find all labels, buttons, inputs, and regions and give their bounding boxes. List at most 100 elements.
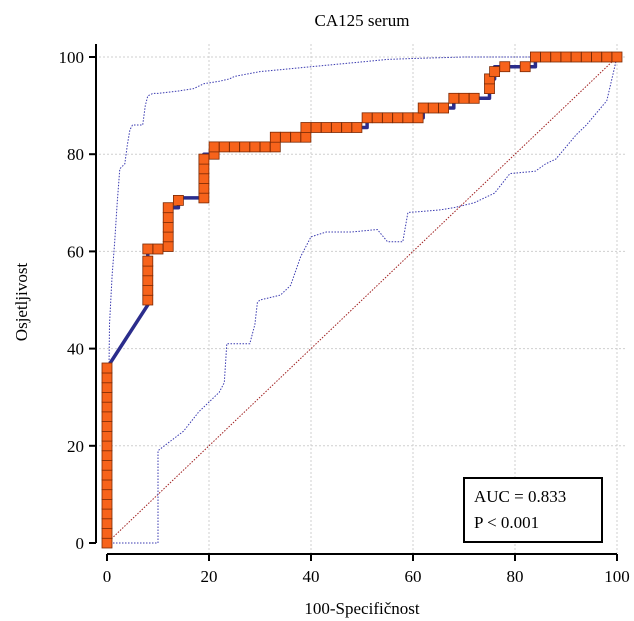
roc-point-marker — [162, 202, 174, 214]
roc-point-marker — [392, 112, 404, 124]
roc-point-marker — [484, 83, 495, 94]
roc-point-marker — [229, 141, 240, 153]
roc-point-marker — [152, 243, 164, 255]
roc-point-marker — [162, 241, 174, 252]
roc-point-marker — [142, 265, 154, 277]
y-tick-label: 60 — [67, 242, 84, 261]
roc-point-marker — [341, 122, 353, 133]
roc-point-marker — [198, 163, 210, 175]
roc-point-marker — [101, 479, 113, 491]
x-tick-label: 0 — [103, 567, 112, 586]
y-tick-label: 0 — [76, 534, 85, 553]
roc-point-marker — [371, 112, 383, 124]
roc-point-marker — [162, 231, 174, 243]
ci-lower-line — [107, 56, 618, 544]
roc-point-marker — [101, 372, 113, 384]
roc-point-marker — [198, 153, 210, 165]
roc-point-marker — [101, 401, 113, 413]
x-tick-label: 40 — [303, 567, 320, 586]
x-tick-label: 100 — [604, 567, 630, 586]
roc-point-marker — [280, 131, 291, 143]
roc-point-marker — [142, 294, 154, 306]
roc-point-marker — [361, 112, 373, 124]
ci-upper-line — [106, 56, 617, 544]
roc-point-marker — [101, 498, 113, 510]
roc-point-marker — [101, 391, 113, 403]
axes: 0 20 40 60 80 100 0 20 40 60 80 100 — [59, 44, 630, 586]
roc-point-marker — [269, 131, 281, 143]
roc-point-marker — [101, 430, 113, 442]
roc-point-marker — [162, 221, 174, 233]
roc-point-marker — [208, 141, 220, 153]
plot-area — [101, 51, 623, 549]
roc-point-marker — [101, 382, 113, 393]
roc-point-marker — [581, 51, 592, 63]
grid — [95, 44, 625, 553]
roc-point-marker — [142, 255, 154, 267]
x-tick-label: 20 — [201, 567, 218, 586]
roc-point-marker — [530, 51, 541, 63]
roc-point-marker — [101, 488, 113, 500]
roc-point-marker — [198, 182, 210, 194]
roc-point-marker — [382, 112, 393, 124]
roc-point-marker — [458, 92, 470, 104]
y-tick-label: 100 — [59, 48, 85, 67]
roc-point-marker — [142, 284, 154, 296]
p-value-label: P < 0.001 — [474, 513, 539, 532]
roc-point-marker — [142, 275, 154, 287]
roc-point-marker — [448, 92, 460, 104]
roc-point-marker — [331, 122, 342, 133]
roc-point-marker — [249, 141, 261, 153]
roc-point-marker — [101, 527, 113, 539]
roc-point-marker — [310, 122, 322, 133]
y-tick-label: 40 — [67, 340, 84, 359]
chart-title: CA125 serum — [315, 11, 410, 30]
roc-point-marker — [591, 51, 602, 63]
roc-point-marker — [540, 51, 551, 63]
roc-point-marker — [519, 61, 531, 73]
roc-point-marker — [438, 102, 450, 114]
roc-point-marker — [101, 362, 113, 374]
roc-point-marker — [101, 420, 113, 432]
roc-point-marker — [218, 141, 230, 153]
roc-point-marker — [351, 122, 363, 133]
roc-point-marker — [499, 61, 511, 73]
roc-point-marker — [101, 518, 113, 529]
roc-point-marker — [468, 92, 480, 104]
roc-point-marker — [290, 131, 302, 143]
roc-point-marker — [162, 211, 174, 223]
roc-point-marker — [570, 51, 582, 63]
roc-point-marker — [550, 51, 562, 63]
roc-point-marker — [101, 469, 113, 481]
roc-point-marker — [611, 51, 623, 63]
roc-point-marker — [300, 122, 312, 133]
roc-point-marker — [172, 194, 184, 206]
roc-point-marker — [101, 440, 113, 452]
roc-point-marker — [101, 450, 113, 461]
auc-annotation-box: AUC = 0.833 P < 0.001 — [463, 477, 603, 543]
roc-point-marker — [142, 243, 154, 255]
roc-point-marker — [198, 192, 210, 204]
roc-point-marker — [300, 131, 312, 143]
auc-box-frame — [463, 477, 603, 543]
x-tick-label: 60 — [405, 567, 422, 586]
roc-point-marker — [101, 459, 113, 471]
y-axis-title: Osjetljivost — [12, 263, 31, 342]
x-tick-label: 80 — [507, 567, 524, 586]
roc-point-marker — [412, 112, 424, 124]
roc-point-marker — [101, 508, 113, 520]
roc-point-marker — [269, 141, 281, 153]
roc-point-marker — [198, 173, 210, 184]
x-axis-title: 100-Specifičnost — [304, 599, 419, 618]
roc-point-marker — [101, 537, 113, 549]
y-tick-label: 20 — [67, 437, 84, 456]
roc-point-marker — [402, 112, 414, 124]
y-tick-label: 80 — [67, 145, 84, 164]
roc-point-marker — [239, 141, 251, 153]
roc-point-marker — [560, 51, 572, 63]
roc-point-marker — [489, 66, 501, 77]
roc-point-marker — [259, 141, 271, 153]
roc-point-marker — [601, 51, 613, 63]
roc-point-marker — [417, 102, 429, 114]
